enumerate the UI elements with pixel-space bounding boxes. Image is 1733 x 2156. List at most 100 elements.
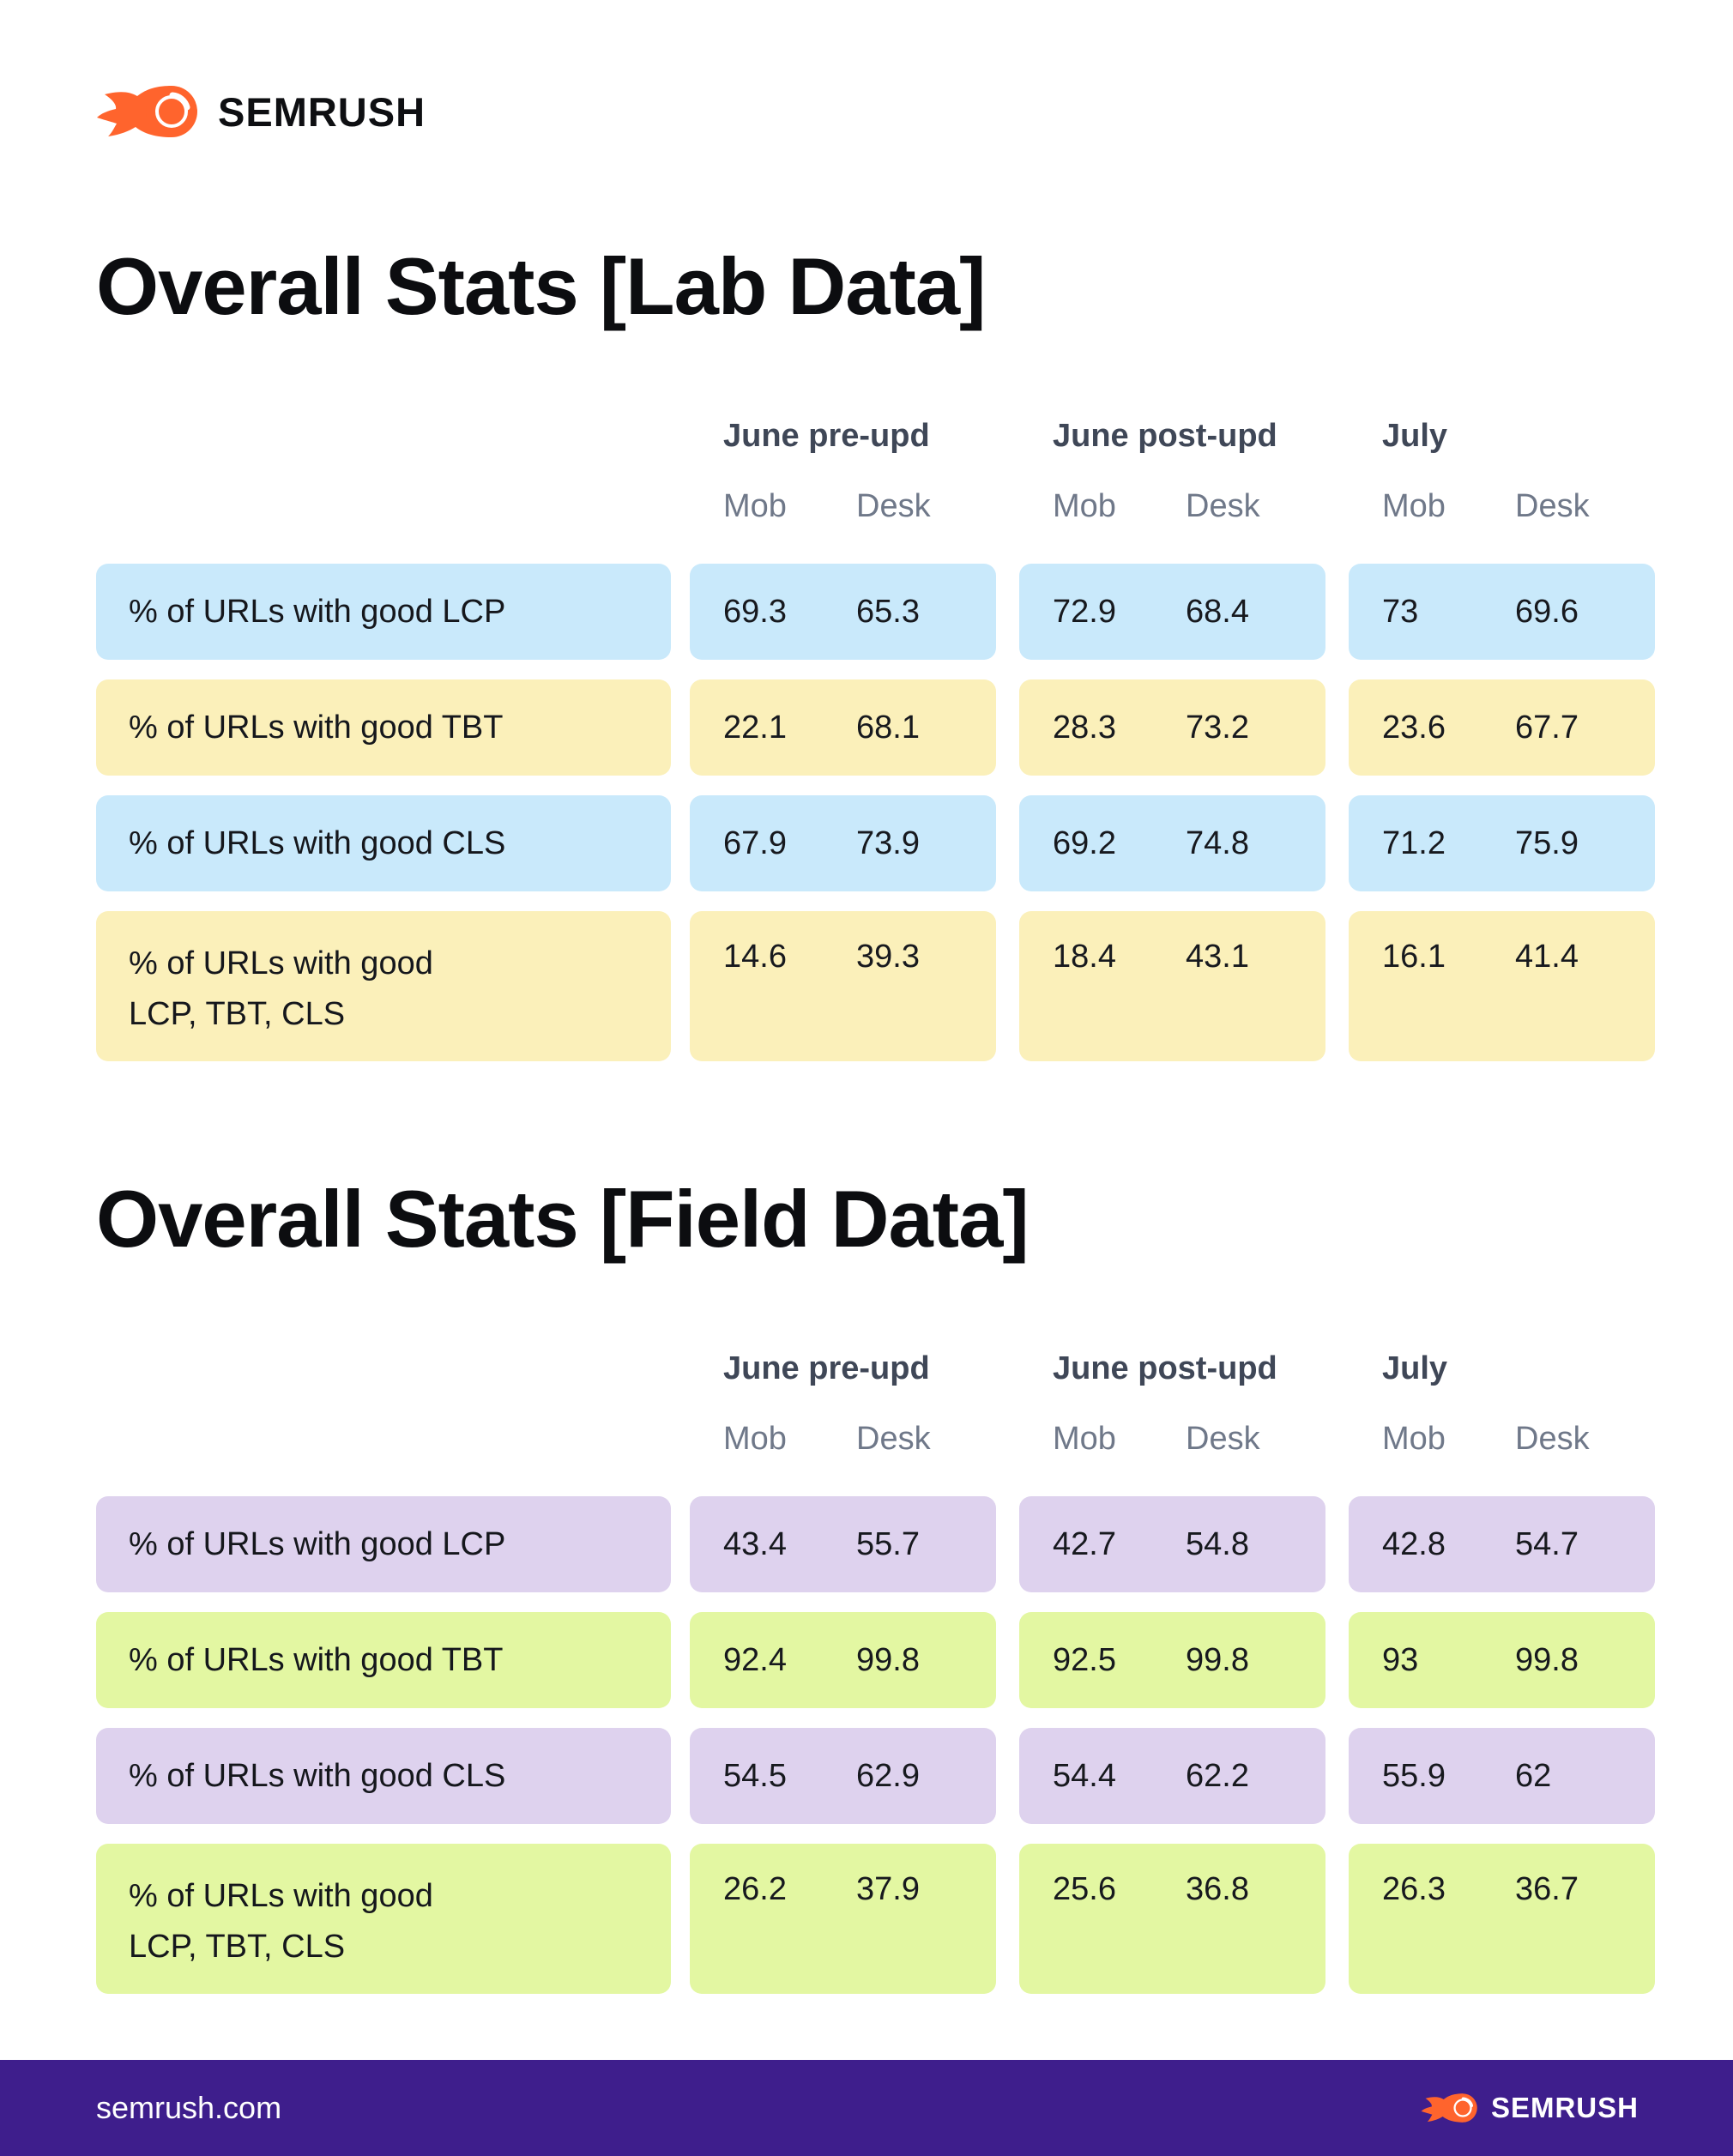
header-spacer — [96, 1349, 690, 1388]
footer-url-link[interactable]: semrush.com — [96, 2090, 282, 2125]
value-cell-july: 71.2 75.9 — [1349, 795, 1655, 891]
row-label-cell: % of URLs with good LCP — [96, 1496, 671, 1592]
mob-column-label: Mob — [1382, 1420, 1446, 1457]
mob-column-label: Mob — [723, 1420, 787, 1457]
mob-value: 92.5 — [1053, 1641, 1116, 1678]
row-label-cell: % of URLs with good LCP, TBT, CLS — [96, 1844, 671, 1994]
field-group-header-row: June pre-upd June post-upd July — [96, 1349, 1733, 1388]
header-spacer — [96, 486, 690, 526]
column-group-label: June post-upd — [1053, 1350, 1277, 1386]
value-cell-june-pre: 14.6 39.3 — [690, 911, 996, 1061]
mob-value: 92.4 — [723, 1641, 787, 1678]
column-group-label: June pre-upd — [723, 1350, 930, 1386]
row-label-cell: % of URLs with good LCP — [96, 564, 671, 660]
desk-value: 41.4 — [1515, 939, 1579, 975]
value-cell-july: 55.9 62 — [1349, 1728, 1655, 1824]
footer-bar: semrush.com SEMRUSH — [0, 2060, 1733, 2156]
mob-value: 22.1 — [723, 709, 787, 746]
lab-group-header-row: June pre-upd June post-upd July — [96, 416, 1733, 456]
mob-value: 43.4 — [723, 1525, 787, 1562]
value-cell-june-post: 42.7 54.8 — [1019, 1496, 1325, 1592]
semrush-comet-icon — [97, 86, 197, 137]
mob-value: 16.1 — [1382, 939, 1446, 975]
value-cell-june-post: 72.9 68.4 — [1019, 564, 1325, 660]
desk-value: 67.7 — [1515, 709, 1579, 746]
value-cell-july: 93 99.8 — [1349, 1612, 1655, 1708]
mob-value: 23.6 — [1382, 709, 1446, 746]
mob-value: 54.4 — [1053, 1757, 1116, 1794]
column-group-label: June post-upd — [1053, 417, 1277, 454]
semrush-comet-icon — [1421, 2093, 1477, 2123]
desk-value: 99.8 — [1515, 1641, 1579, 1678]
table-row-good-cls: % of URLs with good CLS 67.9 73.9 69.2 7… — [96, 795, 1733, 891]
header-spacer — [96, 1419, 690, 1458]
desk-value: 55.7 — [856, 1525, 920, 1562]
value-cell-june-pre: 22.1 68.1 — [690, 679, 996, 776]
mob-value: 73 — [1382, 593, 1419, 630]
value-cell-june-post: 54.4 62.2 — [1019, 1728, 1325, 1824]
mob-value: 69.3 — [723, 593, 787, 630]
footer-semrush-logo-text: SEMRUSH — [1490, 2092, 1639, 2123]
field-data-title: Overall Stats [Field Data] — [96, 1174, 1030, 1264]
row-label: % of URLs with good CLS — [129, 1757, 506, 1794]
mob-value: 71.2 — [1382, 824, 1446, 861]
subcolumns-july: Mob Desk — [1349, 486, 1655, 526]
mob-value: 25.6 — [1053, 1871, 1116, 1907]
subcolumns-june-post: Mob Desk — [1019, 486, 1325, 526]
value-cell-july: 26.3 36.7 — [1349, 1844, 1655, 1994]
value-cell-july: 23.6 67.7 — [1349, 679, 1655, 776]
desk-column-label: Desk — [856, 487, 931, 524]
table-row-good-cls: % of URLs with good CLS 54.5 62.9 54.4 6… — [96, 1728, 1733, 1824]
table-row-good-all: % of URLs with good LCP, TBT, CLS 26.2 3… — [96, 1844, 1733, 1994]
semrush-logo-text: SEMRUSH — [218, 88, 426, 135]
table-row-good-tbt: % of URLs with good TBT 22.1 68.1 28.3 7… — [96, 679, 1733, 776]
value-cell-june-pre: 92.4 99.8 — [690, 1612, 996, 1708]
row-label: % of URLs with good LCP — [129, 593, 506, 630]
desk-value: 73.9 — [856, 824, 920, 861]
desk-value: 65.3 — [856, 593, 920, 630]
row-label-cell: % of URLs with good LCP, TBT, CLS — [96, 911, 671, 1061]
row-label: % of URLs with good TBT — [129, 1641, 504, 1678]
value-cell-june-pre: 43.4 55.7 — [690, 1496, 996, 1592]
value-cell-june-pre: 54.5 62.9 — [690, 1728, 996, 1824]
value-cell-july: 42.8 54.7 — [1349, 1496, 1655, 1592]
lab-data-title: Overall Stats [Lab Data] — [96, 241, 986, 331]
desk-value: 99.8 — [1186, 1641, 1249, 1678]
subcolumns-july: Mob Desk — [1349, 1419, 1655, 1458]
column-group-label: July — [1382, 1350, 1448, 1386]
value-cell-june-post: 25.6 36.8 — [1019, 1844, 1325, 1994]
semrush-logo: SEMRUSH — [96, 0, 1733, 139]
desk-value: 99.8 — [856, 1641, 920, 1678]
desk-value: 62 — [1515, 1757, 1552, 1794]
row-label-cell: % of URLs with good CLS — [96, 1728, 671, 1824]
desk-value: 36.7 — [1515, 1871, 1579, 1907]
desk-column-label: Desk — [1515, 487, 1590, 524]
mob-value: 67.9 — [723, 824, 787, 861]
mob-value: 69.2 — [1053, 824, 1116, 861]
mob-column-label: Mob — [1053, 487, 1116, 524]
mob-value: 54.5 — [723, 1757, 787, 1794]
value-cell-june-pre: 67.9 73.9 — [690, 795, 996, 891]
mob-column-label: Mob — [1382, 487, 1446, 524]
row-label-cell: % of URLs with good TBT — [96, 679, 671, 776]
row-label-cell: % of URLs with good TBT — [96, 1612, 671, 1708]
column-group-july: July — [1349, 1349, 1655, 1388]
column-group-label: July — [1382, 417, 1448, 454]
desk-value: 39.3 — [856, 939, 920, 975]
mob-value: 55.9 — [1382, 1757, 1446, 1794]
desk-value: 62.2 — [1186, 1757, 1249, 1794]
desk-value: 37.9 — [856, 1871, 920, 1907]
field-subheader-row: Mob Desk Mob Desk Mob Desk — [96, 1419, 1733, 1458]
mob-value: 42.8 — [1382, 1525, 1446, 1562]
mob-value: 42.7 — [1053, 1525, 1116, 1562]
row-label-cell: % of URLs with good CLS — [96, 795, 671, 891]
lab-data-section: Overall Stats [Lab Data] June pre-upd Ju… — [96, 246, 1733, 1061]
desk-value: 68.1 — [856, 709, 920, 746]
desk-value: 36.8 — [1186, 1871, 1249, 1907]
table-row-good-lcp: % of URLs with good LCP 43.4 55.7 42.7 5… — [96, 1496, 1733, 1592]
column-group-june-post: June post-upd — [1019, 1349, 1325, 1388]
desk-value: 62.9 — [856, 1757, 920, 1794]
column-group-label: June pre-upd — [723, 417, 930, 454]
table-row-good-tbt: % of URLs with good TBT 92.4 99.8 92.5 9… — [96, 1612, 1733, 1708]
